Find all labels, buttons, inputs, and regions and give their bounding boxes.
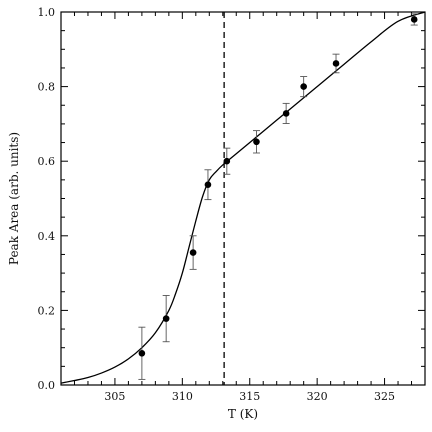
y-tick-label: 0.6 [38,155,56,168]
x-tick-label: 325 [374,390,395,403]
x-tick-label: 305 [104,390,125,403]
tick-marks [60,11,426,386]
data-point [410,16,418,23]
fit-curve [60,11,426,384]
x-tick-label: 310 [172,390,193,403]
x-axis-label: T (K) [228,407,258,421]
y-tick-label: 0.0 [38,379,56,392]
y-tick-label: 0.2 [38,304,56,317]
data-point [189,249,197,256]
data-point [300,83,307,90]
data-point [223,157,231,165]
data-point [253,138,260,146]
data-point [332,60,340,67]
x-tick-label: 320 [307,390,328,403]
x-tick-label: 315 [239,390,260,403]
tick-labels: 305 310 315 320 325 0.0 0.2 0.4 0.6 0.8 1.0 [38,6,396,403]
data-point [162,315,170,322]
data-point [138,349,146,357]
y-tick-label: 0.4 [38,230,56,243]
data-point [204,181,212,188]
y-tick-label: 0.8 [38,81,56,94]
y-axis-label: Peak Area (arb. units) [7,132,21,265]
data-point [282,110,290,117]
plot-frame [60,11,426,386]
y-tick-label: 1.0 [38,6,56,19]
data-points [138,13,418,380]
